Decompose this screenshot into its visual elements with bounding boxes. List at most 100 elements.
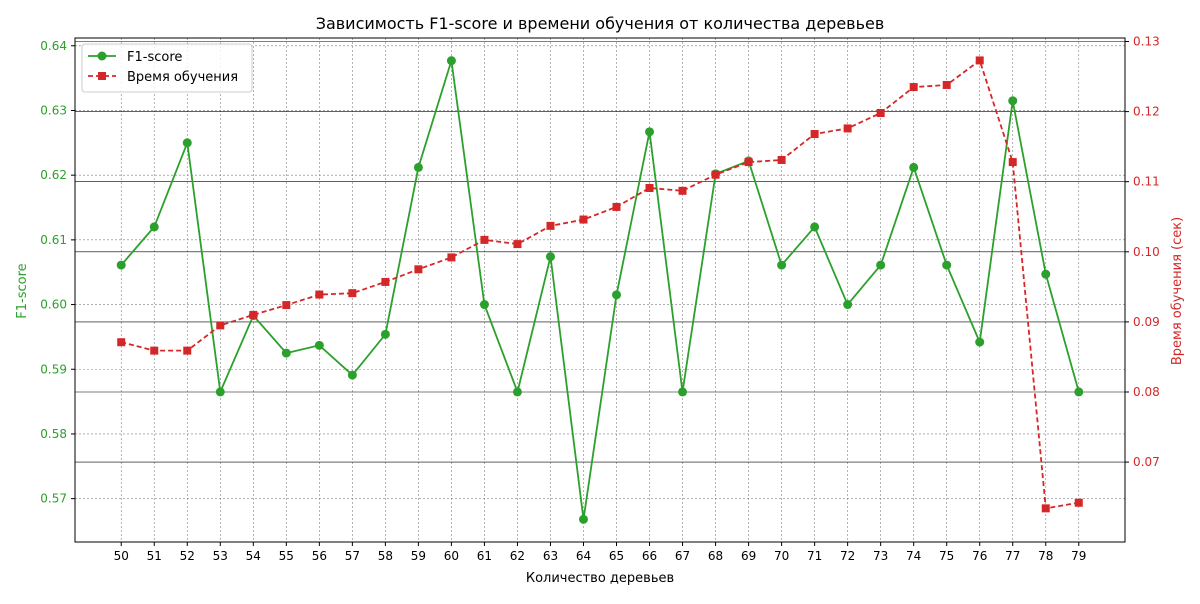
training-time-point — [315, 290, 324, 299]
series-layer — [116, 56, 1084, 524]
y-left-tick-label: 0.60 — [40, 298, 67, 312]
x-tick-label: 70 — [774, 549, 789, 563]
x-tick-label: 54 — [246, 549, 261, 563]
x-tick-label: 56 — [312, 549, 327, 563]
legend-f1-label: F1-score — [127, 50, 182, 65]
f1-score-point — [876, 260, 886, 270]
training-time-line — [120, 58, 1079, 510]
y-left-tick-label: 0.64 — [40, 39, 67, 53]
y-left-tick-label: 0.59 — [40, 362, 67, 376]
training-time-point — [216, 321, 225, 330]
f1-score-point — [182, 138, 192, 148]
f1-score-point — [281, 348, 291, 358]
training-time-point — [744, 158, 753, 167]
f1-score-point — [446, 56, 456, 66]
grid-layer — [75, 38, 1125, 542]
f1-score-point — [843, 300, 853, 310]
training-time-point — [1041, 504, 1050, 513]
training-time-point — [150, 346, 159, 355]
f1-score-point — [810, 222, 820, 232]
f1-score-point — [1074, 387, 1084, 397]
y-right-tick-label: 0.08 — [1133, 385, 1160, 399]
y-right-tick-label: 0.12 — [1133, 105, 1160, 119]
x-tick-label: 52 — [180, 549, 195, 563]
x-tick-label: 61 — [477, 549, 492, 563]
training-time-point — [975, 56, 984, 65]
legend-f1-marker — [97, 51, 107, 61]
x-tick-label: 62 — [510, 549, 525, 563]
legend-time-label: Время обучения — [127, 70, 238, 85]
training-time-point — [612, 202, 621, 211]
f1-score-point — [413, 162, 423, 172]
x-tick-label: 51 — [147, 549, 162, 563]
training-time-point — [282, 301, 291, 310]
x-tick-label: 50 — [114, 549, 129, 563]
training-time-point — [480, 235, 489, 244]
y-left-tick-label: 0.63 — [40, 103, 67, 117]
y-right-tick-label: 0.13 — [1133, 35, 1160, 49]
x-tick-label: 68 — [708, 549, 723, 563]
f1-score-point — [479, 300, 489, 310]
training-time-point — [711, 170, 720, 179]
x-axis-label: Количество деревьев — [526, 571, 674, 586]
x-tick-label: 66 — [642, 549, 657, 563]
x-tick-label: 79 — [1071, 549, 1086, 563]
x-tick-label: 75 — [939, 549, 954, 563]
x-tick-label: 77 — [1005, 549, 1020, 563]
training-time-point — [909, 83, 918, 92]
y-right-tick-label: 0.11 — [1133, 175, 1160, 189]
x-tick-label: 64 — [576, 549, 591, 563]
x-tick-label: 73 — [873, 549, 888, 563]
y-axis-left-label: F1-score — [15, 263, 30, 318]
training-time-point — [942, 80, 951, 89]
x-tick-label: 58 — [378, 549, 393, 563]
f1-score-point — [612, 290, 622, 300]
training-time-point — [810, 130, 819, 139]
training-time-point — [348, 289, 357, 298]
x-tick-label: 78 — [1038, 549, 1053, 563]
x-tick-label: 71 — [807, 549, 822, 563]
training-time-point — [381, 277, 390, 286]
axes-layer: 50 51 52 53 54 55 56 57 58 59 60 61 62 63 64 65 66 67 68 69… — [40, 35, 1159, 563]
x-tick-label: 57 — [345, 549, 360, 563]
training-time-point — [1008, 158, 1017, 167]
f1-score-point — [347, 370, 357, 380]
x-tick-label: 72 — [840, 549, 855, 563]
training-time-point — [117, 338, 126, 347]
chart-title: Зависимость F1-score и времени обучения … — [316, 14, 885, 33]
y-right-tick-label: 0.07 — [1133, 455, 1160, 469]
training-time-point — [645, 184, 654, 193]
f1-score-point — [975, 337, 985, 347]
legend: F1-score Время обучения — [81, 43, 253, 93]
training-time-point — [876, 109, 885, 118]
y-left-tick-label: 0.57 — [40, 492, 67, 506]
x-tick-label: 65 — [609, 549, 624, 563]
training-time-point — [183, 346, 192, 355]
f1-score-point — [942, 260, 952, 270]
training-time-point — [777, 155, 786, 164]
f1-score-point — [149, 222, 159, 232]
x-tick-label: 60 — [444, 549, 459, 563]
training-time-point — [513, 240, 522, 249]
f1-score-point — [777, 260, 787, 270]
training-time-point — [843, 124, 852, 133]
f1-score-point — [314, 340, 324, 350]
x-tick-label: 76 — [972, 549, 987, 563]
f1-score-point — [380, 329, 390, 339]
f1-score-point — [645, 127, 655, 137]
f1-score-point — [215, 387, 225, 397]
x-tick-label: 53 — [213, 549, 228, 563]
training-time-point — [447, 253, 456, 262]
plot-frame — [74, 37, 1126, 543]
training-time-point — [249, 310, 258, 319]
f1-score-point — [1008, 96, 1018, 106]
y-right-tick-label: 0.10 — [1133, 245, 1160, 259]
y-left-tick-label: 0.61 — [40, 233, 67, 247]
f1-score-point — [678, 387, 688, 397]
training-time-point — [546, 221, 555, 230]
x-tick-label: 55 — [279, 549, 294, 563]
x-tick-label: 63 — [543, 549, 558, 563]
training-time-point — [579, 215, 588, 224]
